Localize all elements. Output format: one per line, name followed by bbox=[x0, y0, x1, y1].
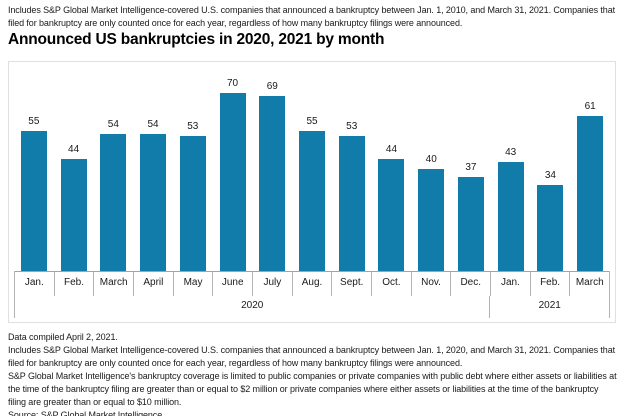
bar-group: 53 bbox=[173, 121, 213, 271]
data-compiled-note: Data compiled April 2, 2021. bbox=[8, 332, 118, 342]
x-axis-label: July bbox=[252, 272, 292, 296]
x-axis-label: Dec. bbox=[450, 272, 490, 296]
bar-group: 53 bbox=[332, 121, 372, 271]
bar-value-label: 53 bbox=[187, 121, 199, 132]
x-axis-label: Nov. bbox=[410, 272, 451, 296]
x-axis-year-row: 2020 2021 bbox=[15, 296, 609, 318]
bar-value-label: 40 bbox=[425, 154, 437, 165]
year-group-label-2021: 2021 bbox=[489, 296, 609, 318]
bar-value-label: 55 bbox=[306, 116, 318, 127]
bar-group: 70 bbox=[213, 78, 253, 271]
bar bbox=[299, 131, 325, 271]
bar bbox=[140, 134, 167, 271]
bar bbox=[60, 159, 87, 271]
bar-group: 44 bbox=[54, 144, 94, 271]
bar-value-label: 34 bbox=[544, 170, 556, 181]
chart-context-note: Includes S&P Global Market Intelligence-… bbox=[8, 5, 616, 28]
coverage-note-1: Includes S&P Global Market Intelligence-… bbox=[8, 345, 616, 368]
bar bbox=[338, 136, 365, 271]
coverage-note-2: S&P Global Market Intelligence's bankrup… bbox=[8, 371, 617, 407]
bar-value-label: 44 bbox=[68, 144, 80, 155]
footer-notes: Data compiled April 2, 2021. Includes S&… bbox=[8, 331, 618, 416]
bar-chart: 55 44 54 54 53 70 69 55 53 44 40 37 43 3… bbox=[8, 61, 616, 323]
x-axis-label: April bbox=[133, 272, 173, 296]
x-axis-label: March bbox=[569, 272, 609, 296]
bar bbox=[537, 185, 564, 271]
bar-value-label: 44 bbox=[385, 144, 398, 155]
bar-value-label: 53 bbox=[346, 121, 358, 132]
bar-value-label: 61 bbox=[584, 101, 596, 112]
bar-group: 37 bbox=[451, 162, 491, 271]
x-axis-label: Feb. bbox=[53, 272, 94, 296]
bar-group: 55 bbox=[292, 116, 332, 271]
x-axis-label: Jan. bbox=[24, 277, 44, 288]
bar bbox=[418, 169, 445, 271]
bar-value-label: 43 bbox=[505, 147, 517, 158]
source-note: Source: S&P Global Market Intelligence bbox=[8, 410, 163, 416]
bar bbox=[577, 116, 604, 271]
bar-group: 54 bbox=[93, 119, 133, 271]
bar bbox=[219, 93, 246, 271]
bar-value-label: 55 bbox=[28, 116, 40, 127]
bar-value-label: 54 bbox=[107, 119, 119, 130]
bar-group: 54 bbox=[133, 119, 173, 271]
bar-group: 43 bbox=[491, 147, 531, 271]
bar bbox=[497, 162, 524, 271]
x-axis-label: Sept. bbox=[331, 272, 371, 296]
x-axis-label: Aug. bbox=[291, 272, 332, 296]
bar-value-label: 69 bbox=[266, 81, 278, 92]
bar-group: 61 bbox=[570, 101, 610, 271]
bar bbox=[259, 96, 286, 271]
x-axis-month-row: Jan. Feb. March April May June July Aug.… bbox=[15, 271, 609, 296]
bar bbox=[100, 134, 127, 271]
year-group-label-2020: 2020 bbox=[241, 300, 264, 311]
bar-group: 69 bbox=[252, 81, 292, 271]
bar-value-label: 70 bbox=[226, 78, 239, 89]
x-axis-label: May bbox=[172, 272, 213, 296]
x-axis-label: June bbox=[212, 272, 252, 296]
bar-group: 44 bbox=[372, 144, 412, 271]
x-axis-label: Oct. bbox=[371, 272, 411, 296]
x-axis-label: Jan. bbox=[490, 272, 530, 296]
chart-title: Announced US bankruptcies in 2020, 2021 … bbox=[8, 31, 385, 48]
x-axis: Jan. Feb. March April May June July Aug.… bbox=[14, 271, 610, 318]
bar-group: 40 bbox=[411, 154, 451, 271]
bar-group: 55 bbox=[14, 116, 54, 271]
bar bbox=[457, 177, 484, 271]
bar-value-label: 37 bbox=[465, 162, 477, 173]
bar bbox=[20, 131, 47, 271]
bar-value-label: 54 bbox=[147, 119, 159, 130]
bar-group: 34 bbox=[531, 170, 571, 271]
plot-area: 55 44 54 54 53 70 69 55 53 44 40 37 43 3… bbox=[14, 62, 610, 271]
x-axis-label: March bbox=[93, 272, 133, 296]
x-axis-label: Feb. bbox=[529, 272, 570, 296]
bar bbox=[378, 159, 405, 271]
bar bbox=[179, 136, 206, 271]
